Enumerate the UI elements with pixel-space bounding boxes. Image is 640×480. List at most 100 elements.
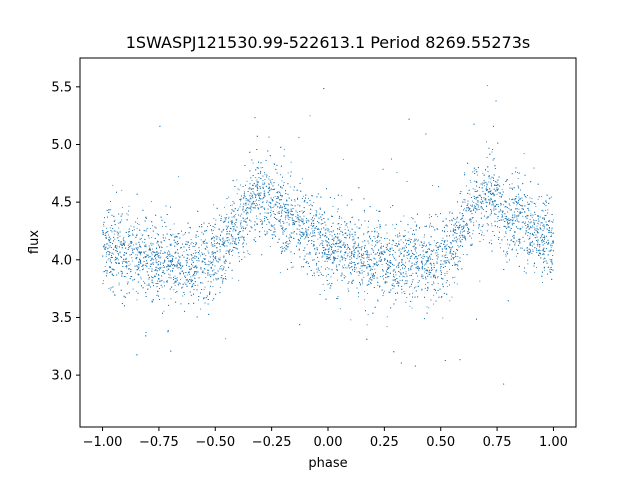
data-point xyxy=(502,212,503,213)
data-point xyxy=(310,203,312,205)
data-point xyxy=(528,204,530,205)
data-point xyxy=(389,254,391,256)
data-point xyxy=(191,284,193,286)
data-point xyxy=(143,260,145,262)
data-point xyxy=(177,267,179,269)
data-point xyxy=(545,201,547,203)
data-point xyxy=(225,250,227,252)
data-point xyxy=(285,215,287,217)
data-point xyxy=(365,251,367,253)
data-point xyxy=(442,237,444,239)
data-point xyxy=(468,228,470,230)
data-point xyxy=(491,225,493,227)
data-point xyxy=(263,184,265,185)
data-point xyxy=(417,265,419,267)
data-point xyxy=(517,178,519,179)
data-point xyxy=(410,227,412,229)
data-point xyxy=(271,179,273,180)
data-point xyxy=(541,254,543,256)
data-point xyxy=(518,208,520,210)
data-point xyxy=(481,184,483,186)
data-point xyxy=(290,161,292,163)
data-point xyxy=(117,236,119,238)
data-point xyxy=(238,189,240,191)
data-point xyxy=(501,196,503,197)
data-point xyxy=(449,211,451,213)
data-point xyxy=(500,204,502,206)
data-point xyxy=(509,204,511,206)
data-point xyxy=(103,223,104,225)
data-point xyxy=(110,257,112,258)
data-point xyxy=(233,238,235,240)
data-point xyxy=(540,236,542,238)
data-point xyxy=(410,286,412,288)
data-point xyxy=(363,262,364,264)
data-point xyxy=(190,239,192,240)
data-point xyxy=(439,244,441,246)
data-point xyxy=(197,236,199,237)
data-point xyxy=(123,236,125,238)
data-point xyxy=(219,246,221,248)
data-point xyxy=(356,271,358,273)
data-point xyxy=(238,232,240,233)
data-point xyxy=(137,254,138,256)
data-point xyxy=(121,271,123,273)
data-point xyxy=(207,280,209,282)
data-point xyxy=(319,213,321,215)
data-point xyxy=(511,183,513,185)
data-point xyxy=(239,203,241,205)
data-point xyxy=(210,268,212,270)
data-point xyxy=(222,229,224,231)
data-point xyxy=(219,266,221,267)
data-point xyxy=(471,200,473,202)
data-point xyxy=(477,196,479,198)
data-point xyxy=(336,241,338,243)
data-point xyxy=(407,280,409,282)
data-point xyxy=(380,245,382,247)
data-point xyxy=(186,274,188,276)
data-point xyxy=(475,203,477,205)
data-point xyxy=(519,239,521,241)
data-point xyxy=(129,263,131,265)
data-point xyxy=(128,243,130,245)
data-point xyxy=(347,253,349,255)
data-point xyxy=(194,249,196,251)
data-point xyxy=(175,278,177,280)
data-point xyxy=(515,201,517,203)
data-point xyxy=(257,185,259,187)
data-point xyxy=(274,224,276,226)
data-point xyxy=(315,262,317,264)
data-point xyxy=(206,264,208,265)
data-point xyxy=(486,223,488,224)
data-point xyxy=(550,246,552,248)
data-point xyxy=(382,275,384,276)
data-point xyxy=(112,184,114,186)
data-point xyxy=(263,216,265,218)
data-point xyxy=(428,307,430,309)
data-point xyxy=(193,266,195,268)
data-point xyxy=(501,213,503,215)
data-point xyxy=(340,256,342,258)
data-point xyxy=(405,262,407,264)
data-point xyxy=(527,263,529,265)
data-point xyxy=(490,181,492,183)
data-point xyxy=(414,243,416,244)
data-point xyxy=(150,243,152,245)
data-point xyxy=(184,294,185,296)
data-point xyxy=(204,268,206,270)
data-point xyxy=(424,288,426,289)
data-point xyxy=(415,261,417,263)
data-point xyxy=(516,172,518,173)
data-point xyxy=(113,294,115,296)
data-point xyxy=(492,204,494,206)
data-point xyxy=(187,262,188,264)
data-point xyxy=(523,271,525,272)
data-point xyxy=(407,240,408,242)
data-point xyxy=(231,238,233,240)
data-point xyxy=(225,225,227,227)
data-point xyxy=(331,231,333,233)
data-point xyxy=(109,227,111,229)
data-point xyxy=(118,284,120,286)
data-point xyxy=(352,253,354,255)
data-point xyxy=(451,220,453,222)
